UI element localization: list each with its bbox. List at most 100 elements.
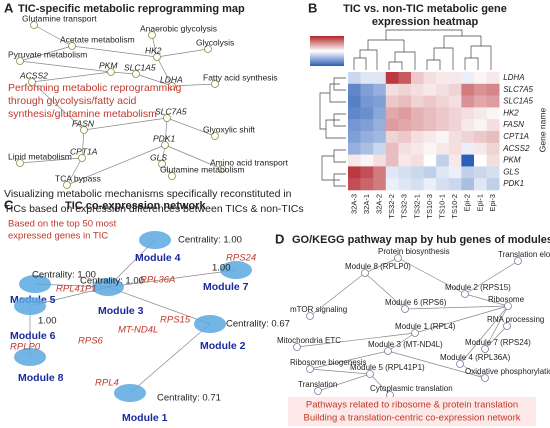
heatmap-cell	[411, 178, 424, 191]
node-label: Fatty acid synthesis	[203, 72, 278, 82]
edge	[397, 257, 466, 295]
heatmap-cell	[436, 131, 450, 144]
module-cluster	[14, 297, 46, 315]
heatmap-cell	[398, 154, 412, 167]
edge	[317, 373, 371, 392]
heatmap-cell	[423, 107, 437, 120]
centrality: Centrality: 1.00	[32, 270, 96, 281]
heatmap-cell	[436, 178, 450, 191]
node	[361, 269, 369, 277]
heatmap-cell	[436, 154, 450, 167]
heatmap-cell	[411, 95, 424, 108]
panel-title: GO/KEGG pathway map by hub genes of modu…	[292, 234, 550, 246]
heatmap-cell	[348, 83, 361, 96]
heatmap-cell	[398, 83, 412, 96]
gene-label: RPS15	[160, 315, 191, 326]
edge	[171, 83, 216, 87]
node-label: Glutamine transport	[22, 13, 97, 23]
node-label: Ribosome	[488, 295, 525, 304]
note: synthesis/glutamine metabolism	[8, 108, 157, 120]
heatmap-cell	[385, 178, 399, 191]
node	[132, 70, 140, 78]
node	[28, 78, 36, 86]
edge	[309, 272, 366, 317]
node	[481, 374, 489, 382]
edge	[464, 260, 519, 295]
node	[306, 312, 314, 320]
heatmap-cell	[448, 83, 462, 96]
node	[30, 21, 38, 29]
axis-label: Gene name	[537, 108, 547, 153]
heatmap-cell	[474, 142, 487, 155]
heatmap-cell	[398, 166, 412, 179]
edge	[464, 293, 509, 307]
node	[504, 302, 512, 310]
node	[394, 254, 402, 262]
heatmap-cell	[436, 166, 450, 179]
edge	[107, 286, 211, 325]
heatmap-cell	[398, 178, 412, 191]
heatmap-cell	[423, 95, 437, 108]
heatmap-cell	[486, 142, 500, 155]
gene-label: RPL4	[95, 378, 119, 389]
node-label: Glyoxylic shift	[203, 124, 256, 134]
heatmap-cell	[423, 119, 437, 132]
heatmap-cell	[423, 72, 437, 85]
column-label: Epi-1	[475, 194, 484, 212]
edge	[459, 305, 509, 365]
edge	[364, 257, 399, 274]
caption: Visualizing metabolic mechanisms specifi…	[4, 188, 292, 200]
heatmap-cell	[385, 154, 399, 167]
module-cluster	[114, 384, 146, 402]
heatmap-cell	[411, 131, 424, 144]
edge	[484, 325, 508, 350]
node-label: FASN	[72, 118, 95, 128]
node-label: TCA bypass	[55, 173, 101, 183]
heatmap-cell	[461, 83, 475, 96]
edge	[156, 56, 173, 87]
heatmap-cell	[461, 166, 475, 179]
node	[107, 68, 115, 76]
node	[503, 322, 511, 330]
heatmap-cell	[461, 142, 475, 155]
edge	[484, 305, 509, 350]
heatmap-cell	[448, 142, 462, 155]
color-bar	[310, 36, 344, 66]
heatmap-cell	[360, 178, 374, 191]
edge	[66, 144, 166, 186]
edge	[156, 48, 209, 58]
row-label: PKM	[503, 156, 521, 165]
module-cluster	[220, 261, 252, 279]
node	[16, 159, 24, 167]
heatmap-cell	[474, 119, 487, 132]
heatmap-cell	[373, 95, 387, 108]
node	[80, 126, 88, 134]
gene-label: RPS24	[226, 253, 256, 264]
node-label: CPT1A	[70, 146, 98, 156]
row-label: CPT1A	[503, 132, 529, 141]
edge	[31, 81, 85, 131]
heatmap-cell	[360, 119, 374, 132]
heatmap-cell	[398, 107, 412, 120]
heatmap-cell	[373, 131, 387, 144]
edge	[19, 45, 73, 62]
module-label: Module 3	[98, 305, 144, 317]
node-label: Acetate metabolism	[60, 34, 135, 44]
gene-label: RPL41P1	[56, 284, 97, 295]
node-label: Module 3 (MT-ND4L)	[368, 340, 443, 349]
column-label: TS10-1	[437, 194, 446, 219]
module-cluster	[19, 275, 51, 293]
heatmap-cell	[486, 107, 500, 120]
heatmap-cell	[474, 72, 487, 85]
node	[211, 80, 219, 88]
node-label: Cytoplasmic translation	[370, 384, 453, 393]
heatmap-cell	[411, 107, 424, 120]
heatmap-cell	[398, 95, 412, 108]
column-label: TS32-1	[412, 194, 421, 219]
node-label: GLS	[150, 152, 167, 162]
node	[514, 257, 522, 265]
edge	[164, 117, 168, 146]
node-label: HK2	[145, 45, 162, 55]
centrality: Centrality: 0.71	[157, 393, 221, 404]
heatmap-cell	[373, 142, 387, 155]
